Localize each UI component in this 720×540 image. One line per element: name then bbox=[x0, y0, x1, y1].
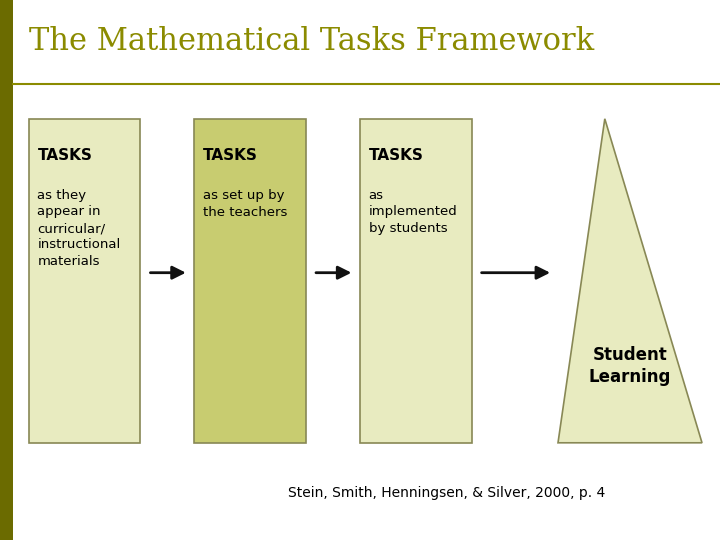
Text: Stein, Smith, Henningsen, & Silver, 2000, p. 4: Stein, Smith, Henningsen, & Silver, 2000… bbox=[288, 485, 606, 500]
Bar bbox=[29, 119, 140, 443]
Text: as
implemented
by students: as implemented by students bbox=[369, 189, 457, 235]
Bar bbox=[194, 119, 306, 443]
Polygon shape bbox=[558, 119, 702, 443]
Text: as set up by
the teachers: as set up by the teachers bbox=[203, 189, 287, 219]
Bar bbox=[360, 119, 472, 443]
Text: TASKS: TASKS bbox=[37, 148, 92, 164]
Text: TASKS: TASKS bbox=[203, 148, 258, 164]
Bar bbox=[0, 0, 13, 540]
Text: TASKS: TASKS bbox=[369, 148, 423, 164]
Text: as they
appear in
curricular/
instructional
materials: as they appear in curricular/ instructio… bbox=[37, 189, 121, 268]
Text: Student
Learning: Student Learning bbox=[589, 346, 671, 386]
Text: The Mathematical Tasks Framework: The Mathematical Tasks Framework bbox=[29, 26, 594, 57]
